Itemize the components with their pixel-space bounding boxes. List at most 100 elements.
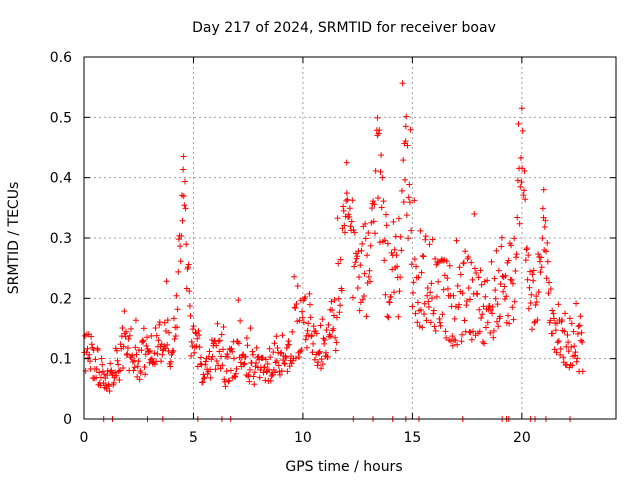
- data-point: [274, 345, 281, 352]
- data-point: [357, 262, 364, 269]
- data-point: [552, 327, 559, 334]
- data-point: [511, 298, 518, 305]
- data-point: [465, 254, 472, 261]
- data-point: [251, 369, 258, 376]
- data-point: [532, 302, 539, 309]
- data-point: [561, 328, 568, 335]
- data-point: [284, 368, 291, 375]
- data-point: [547, 317, 554, 324]
- data-point: [444, 285, 451, 292]
- data-point: [86, 358, 93, 365]
- data-point: [300, 319, 307, 326]
- data-point: [573, 358, 580, 365]
- data-point: [116, 377, 123, 384]
- data-point: [530, 267, 537, 274]
- data-point: [344, 196, 351, 203]
- data-point: [391, 246, 398, 253]
- data-point: [247, 325, 254, 332]
- grid-lines: [84, 57, 616, 419]
- data-point: [142, 371, 149, 378]
- data-point: [374, 132, 381, 139]
- data-points: [81, 80, 586, 422]
- data-point: [498, 234, 505, 241]
- data-point: [525, 305, 532, 312]
- data-point: [513, 251, 520, 258]
- data-point: [524, 245, 531, 252]
- data-point: [156, 321, 163, 328]
- data-point: [261, 364, 268, 371]
- data-point: [465, 284, 472, 291]
- data-point: [508, 277, 515, 284]
- data-point: [313, 330, 320, 337]
- data-point: [140, 338, 147, 345]
- data-point: [385, 314, 392, 321]
- data-point: [155, 337, 162, 344]
- data-point: [124, 350, 131, 357]
- data-point: [497, 313, 504, 320]
- data-point: [453, 237, 460, 244]
- data-point: [272, 369, 279, 376]
- data-point: [499, 273, 506, 280]
- data-point: [213, 342, 220, 349]
- data-point: [273, 358, 280, 364]
- data-point: [433, 293, 440, 300]
- data-point: [340, 207, 347, 214]
- data-point: [302, 294, 309, 301]
- data-point: [497, 280, 504, 287]
- data-point: [253, 359, 260, 366]
- data-point: [517, 154, 524, 161]
- data-point: [275, 362, 282, 369]
- data-point: [120, 365, 127, 372]
- data-point: [488, 258, 495, 265]
- data-point: [260, 369, 267, 376]
- data-point: [417, 227, 424, 234]
- data-point: [440, 286, 447, 293]
- data-point: [212, 366, 219, 373]
- data-point: [361, 270, 368, 277]
- data-point: [311, 356, 318, 363]
- data-point: [115, 368, 122, 375]
- data-point: [386, 299, 393, 306]
- data-point: [151, 361, 158, 368]
- data-point: [167, 358, 174, 365]
- data-point: [364, 252, 371, 259]
- data-point: [478, 281, 485, 288]
- data-point: [118, 333, 125, 340]
- data-point: [250, 373, 257, 380]
- data-point: [187, 312, 194, 319]
- chart-title: Day 217 of 2024, SRMTID for receiver boa…: [192, 20, 496, 36]
- data-point: [143, 334, 150, 341]
- data-point: [188, 352, 195, 359]
- data-point: [554, 339, 561, 346]
- data-point: [531, 319, 538, 326]
- data-point: [414, 299, 421, 306]
- data-point: [120, 343, 127, 350]
- data-point: [232, 370, 239, 377]
- data-point: [218, 331, 225, 338]
- data-point: [577, 337, 584, 344]
- data-point: [354, 285, 361, 292]
- data-point: [121, 308, 128, 315]
- data-point: [228, 345, 235, 352]
- data-point: [180, 193, 187, 200]
- data-point: [166, 329, 173, 336]
- data-point: [370, 198, 377, 205]
- data-point: [420, 253, 427, 260]
- data-point: [476, 328, 483, 335]
- data-point: [136, 376, 143, 383]
- data-point: [129, 352, 136, 359]
- data-point: [163, 278, 170, 285]
- data-point: [377, 168, 384, 175]
- y-tick-label: 0.2: [50, 291, 72, 307]
- data-point: [395, 215, 402, 222]
- data-point: [528, 326, 535, 333]
- data-point: [355, 248, 362, 255]
- data-point: [477, 267, 484, 274]
- x-tick-label: 20: [513, 430, 531, 446]
- data-point: [223, 368, 230, 375]
- data-point: [536, 258, 543, 265]
- data-point: [521, 167, 528, 174]
- data-point: [418, 269, 425, 276]
- data-point: [340, 203, 347, 210]
- data-point: [154, 350, 161, 357]
